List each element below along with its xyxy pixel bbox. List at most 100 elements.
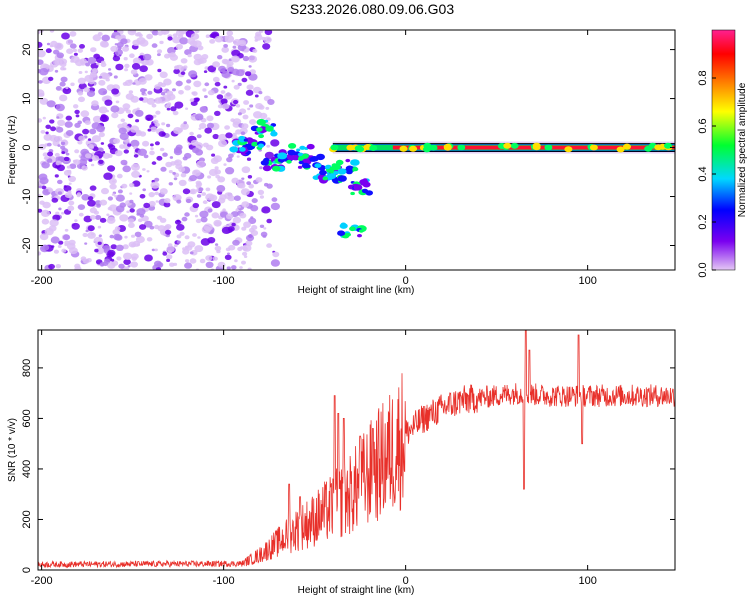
noise-blob bbox=[130, 139, 140, 148]
noise-blob bbox=[247, 267, 252, 270]
noise-blob bbox=[212, 133, 219, 140]
noise-blob bbox=[250, 230, 259, 236]
noise-blob bbox=[146, 97, 156, 105]
noise-blob bbox=[39, 200, 45, 205]
noise-blob bbox=[270, 259, 280, 267]
noise-blob bbox=[127, 218, 135, 224]
x-tick-label: -200 bbox=[31, 275, 53, 287]
noise-blob bbox=[129, 53, 135, 58]
noise-blob bbox=[91, 135, 101, 143]
noise-blob bbox=[85, 62, 91, 67]
noise-blob bbox=[246, 84, 254, 90]
noise-blob bbox=[233, 84, 240, 90]
noise-blob bbox=[178, 166, 186, 173]
noise-blob bbox=[216, 94, 224, 100]
noise-blob bbox=[212, 76, 220, 83]
noise-blob bbox=[182, 156, 188, 161]
noise-blob bbox=[109, 234, 115, 239]
noise-blob bbox=[119, 132, 129, 141]
noise-blob bbox=[121, 183, 128, 189]
noise-blob bbox=[242, 251, 248, 256]
noise-blob bbox=[84, 70, 88, 74]
carrier-blob bbox=[422, 146, 431, 153]
noise-blob bbox=[115, 63, 124, 71]
noise-blob bbox=[87, 231, 96, 239]
noise-blob bbox=[38, 118, 43, 123]
noise-blob bbox=[64, 192, 73, 199]
noise-blob bbox=[179, 37, 189, 45]
noise-blob bbox=[226, 30, 234, 36]
noise-blob bbox=[176, 224, 185, 231]
noise-blob bbox=[162, 251, 168, 256]
colorbar-ticks: 0.0 0.2 0.4 0.6 0.8 bbox=[697, 70, 716, 278]
noise-blob bbox=[73, 52, 78, 56]
noise-blob bbox=[175, 160, 179, 164]
noise-blob bbox=[114, 195, 118, 198]
noise-blob bbox=[136, 107, 140, 111]
noise-blob bbox=[110, 244, 118, 250]
noise-blob bbox=[147, 128, 152, 132]
noise-blob bbox=[59, 81, 66, 87]
noise-blob bbox=[200, 216, 208, 223]
noise-blob bbox=[106, 213, 110, 217]
noise-blob bbox=[160, 166, 167, 172]
noise-blob bbox=[239, 212, 247, 219]
noise-blob bbox=[162, 152, 168, 157]
noise-blob bbox=[168, 170, 173, 174]
transition-blob bbox=[229, 146, 239, 153]
noise-blob bbox=[131, 253, 139, 260]
carrier-blob bbox=[409, 145, 418, 152]
noise-blob bbox=[89, 185, 97, 191]
noise-blob bbox=[57, 191, 63, 195]
noise-blob bbox=[244, 48, 250, 53]
x-tick-label: -200 bbox=[31, 575, 53, 587]
noise-blob bbox=[111, 193, 116, 196]
noise-blob bbox=[199, 106, 208, 113]
noise-blob bbox=[39, 233, 49, 241]
noise-blob bbox=[55, 126, 64, 133]
noise-blob bbox=[227, 226, 235, 232]
transition-blob bbox=[352, 167, 359, 172]
transition-blob bbox=[256, 127, 263, 132]
noise-blob bbox=[46, 142, 52, 147]
transition-blob bbox=[256, 118, 266, 126]
noise-blob bbox=[166, 90, 174, 97]
noise-blob bbox=[154, 191, 159, 196]
noise-blob bbox=[264, 30, 273, 36]
noise-blob bbox=[246, 157, 252, 161]
noise-blob bbox=[55, 103, 65, 112]
noise-blob bbox=[151, 248, 156, 252]
transition-blob bbox=[319, 169, 327, 176]
noise-blob bbox=[227, 195, 235, 202]
noise-blob bbox=[69, 247, 78, 255]
transition-blob bbox=[361, 188, 369, 194]
noise-blob bbox=[249, 104, 254, 108]
noise-blob bbox=[101, 34, 110, 42]
noise-blob bbox=[179, 231, 185, 236]
noise-blob bbox=[176, 199, 182, 204]
noise-blob bbox=[40, 130, 46, 134]
transition-blob bbox=[322, 176, 328, 181]
noise-blob bbox=[231, 49, 241, 57]
noise-blob bbox=[159, 71, 168, 79]
noise-blob bbox=[42, 189, 51, 196]
noise-blob bbox=[228, 244, 236, 251]
carrier-blob bbox=[443, 144, 452, 151]
y-tick-label: 0 bbox=[21, 144, 33, 150]
noise-blob bbox=[80, 110, 90, 118]
noise-blob bbox=[120, 118, 126, 123]
noise-blob bbox=[224, 39, 228, 42]
noise-blob bbox=[78, 96, 85, 103]
noise-blob bbox=[270, 139, 280, 147]
snr-series-line bbox=[38, 330, 675, 569]
noise-blob bbox=[72, 48, 78, 53]
noise-blob bbox=[204, 95, 208, 99]
noise-blob bbox=[245, 234, 255, 242]
noise-blob bbox=[237, 183, 244, 189]
transition-blob bbox=[306, 164, 311, 168]
noise-blob bbox=[84, 120, 91, 125]
noise-blob bbox=[149, 150, 155, 156]
noise-blob bbox=[111, 260, 119, 267]
noise-blob bbox=[166, 107, 171, 111]
noise-blob bbox=[83, 87, 91, 93]
